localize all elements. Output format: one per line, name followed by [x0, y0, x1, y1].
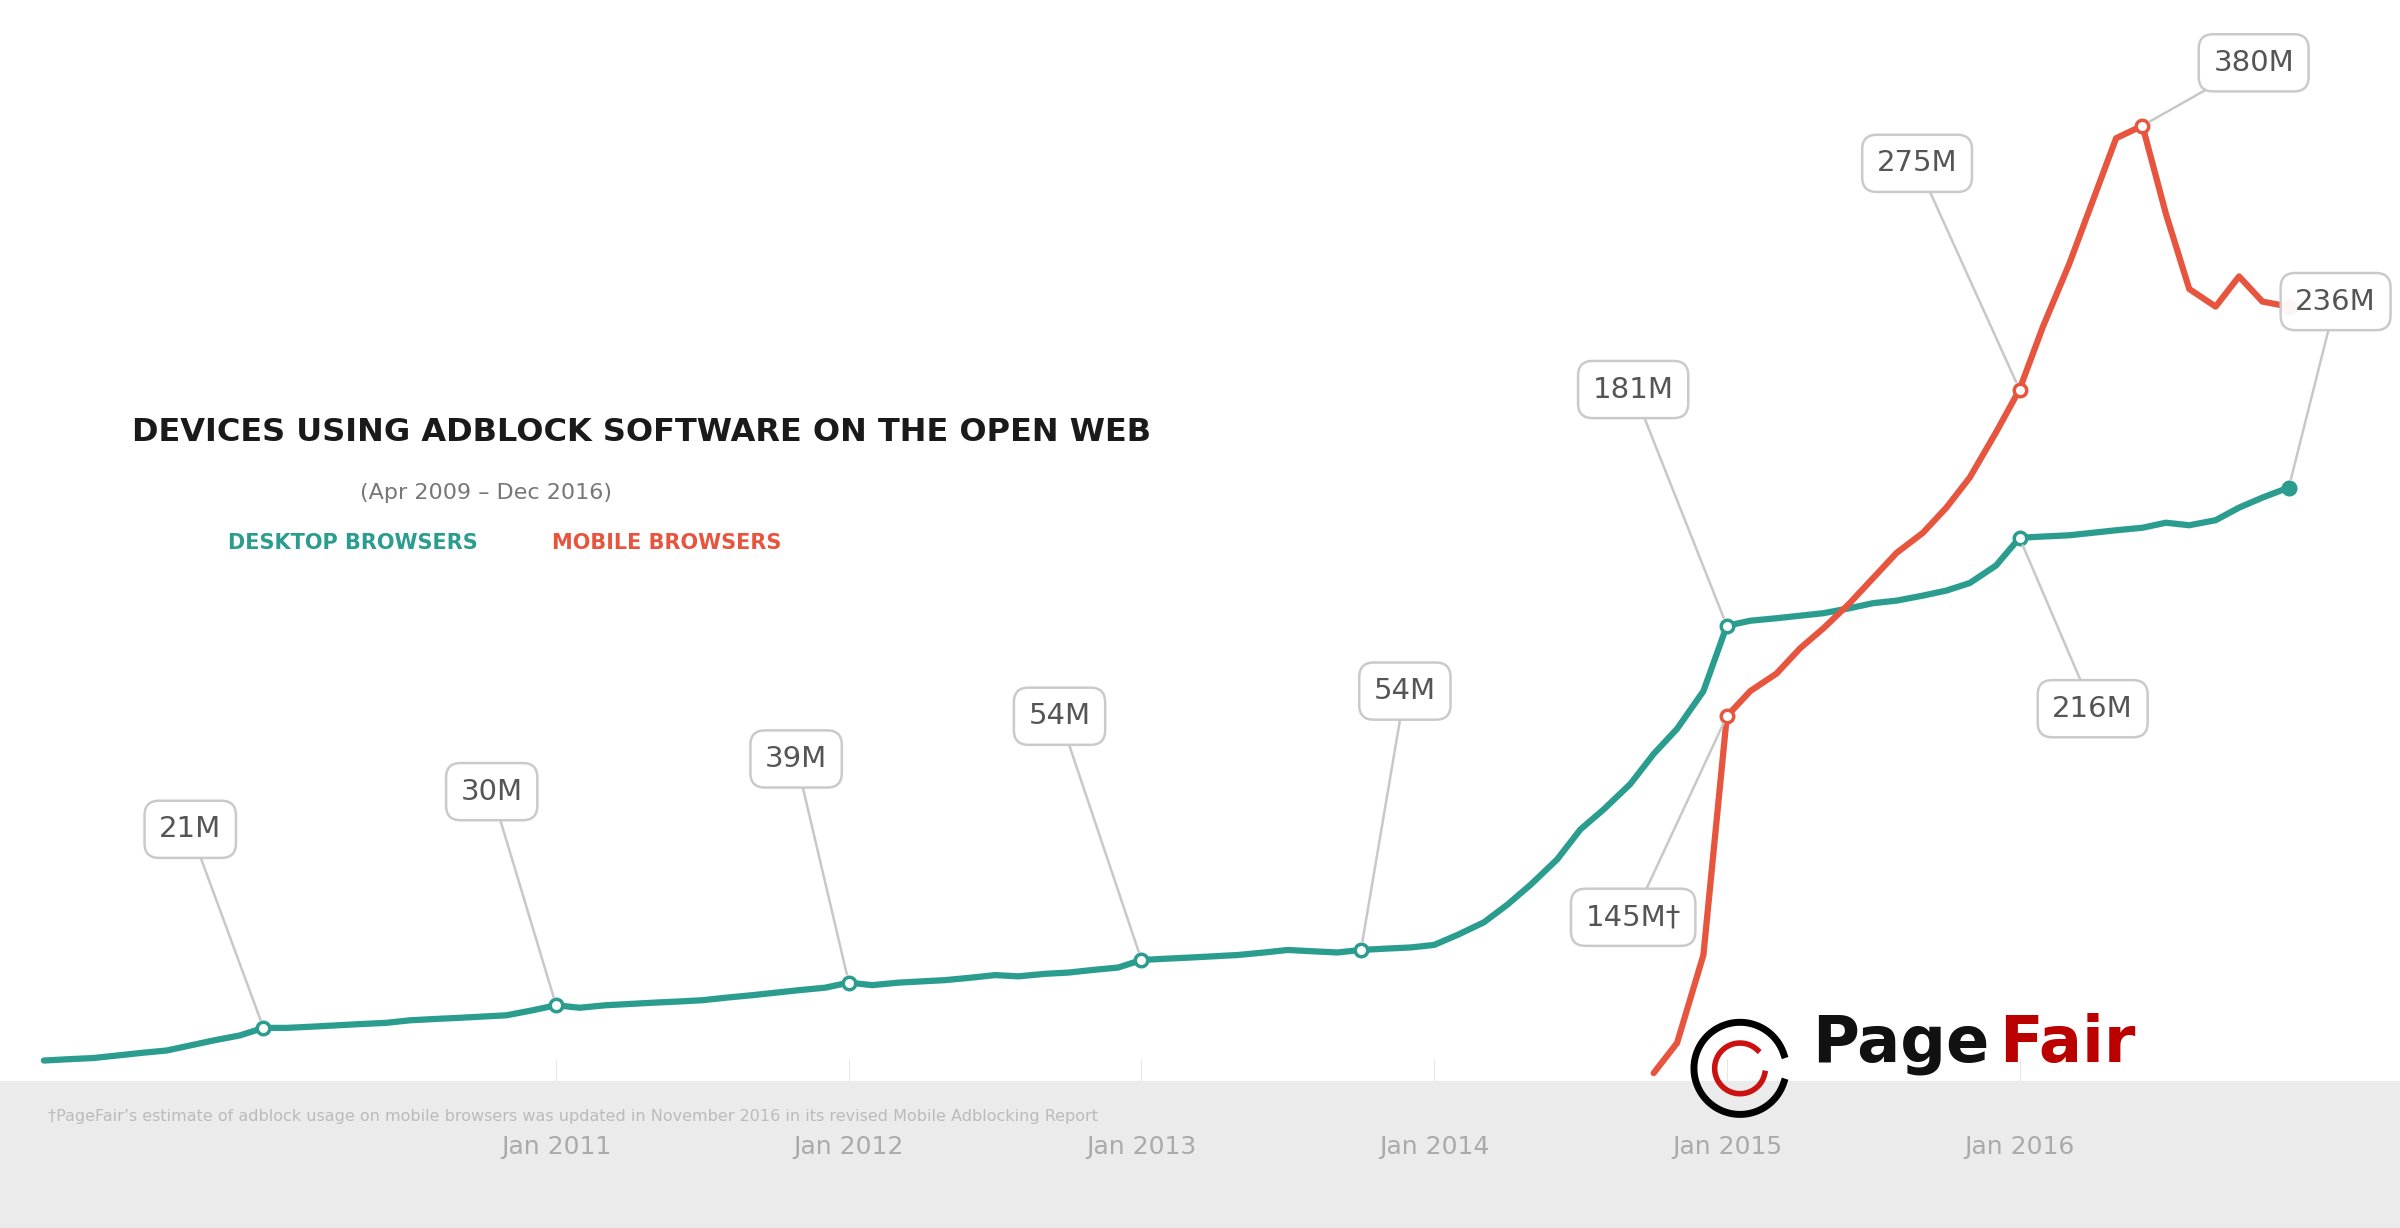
Text: MOBILE BROWSERS: MOBILE BROWSERS	[552, 533, 782, 553]
Text: 21M: 21M	[158, 815, 262, 1020]
Text: (Apr 2009 – Dec 2016): (Apr 2009 – Dec 2016)	[360, 484, 612, 503]
Text: 54M: 54M	[1363, 677, 1435, 942]
Text: 54M: 54M	[1030, 702, 1140, 952]
Text: Jan 2014: Jan 2014	[1380, 1135, 1490, 1159]
Text: DESKTOP BROWSERS: DESKTOP BROWSERS	[228, 533, 478, 553]
Text: 39M: 39M	[766, 745, 847, 975]
Text: 236M: 236M	[2292, 287, 2376, 479]
Text: Page: Page	[1812, 1013, 1990, 1074]
Text: DEVICES USING ADBLOCK SOFTWARE ON THE OPEN WEB: DEVICES USING ADBLOCK SOFTWARE ON THE OP…	[132, 418, 1152, 448]
Text: 275M: 275M	[1877, 150, 2016, 382]
Text: Jan 2012: Jan 2012	[794, 1135, 905, 1159]
Text: 216M: 216M	[2023, 545, 2134, 723]
Text: 30M: 30M	[461, 777, 554, 997]
Text: 380M: 380M	[2150, 49, 2294, 122]
Text: †PageFair’s estimate of adblock usage on mobile browsers was updated in November: †PageFair’s estimate of adblock usage on…	[48, 1109, 1099, 1124]
Text: Jan 2016: Jan 2016	[1963, 1135, 2074, 1159]
Text: 181M: 181M	[1594, 376, 1723, 618]
Text: Jan 2011: Jan 2011	[502, 1135, 612, 1159]
Text: Jan 2015: Jan 2015	[1673, 1135, 1781, 1159]
Text: 145M†: 145M†	[1586, 723, 1723, 931]
Text: Fair: Fair	[1999, 1013, 2136, 1074]
Text: Jan 2013: Jan 2013	[1087, 1135, 1198, 1159]
